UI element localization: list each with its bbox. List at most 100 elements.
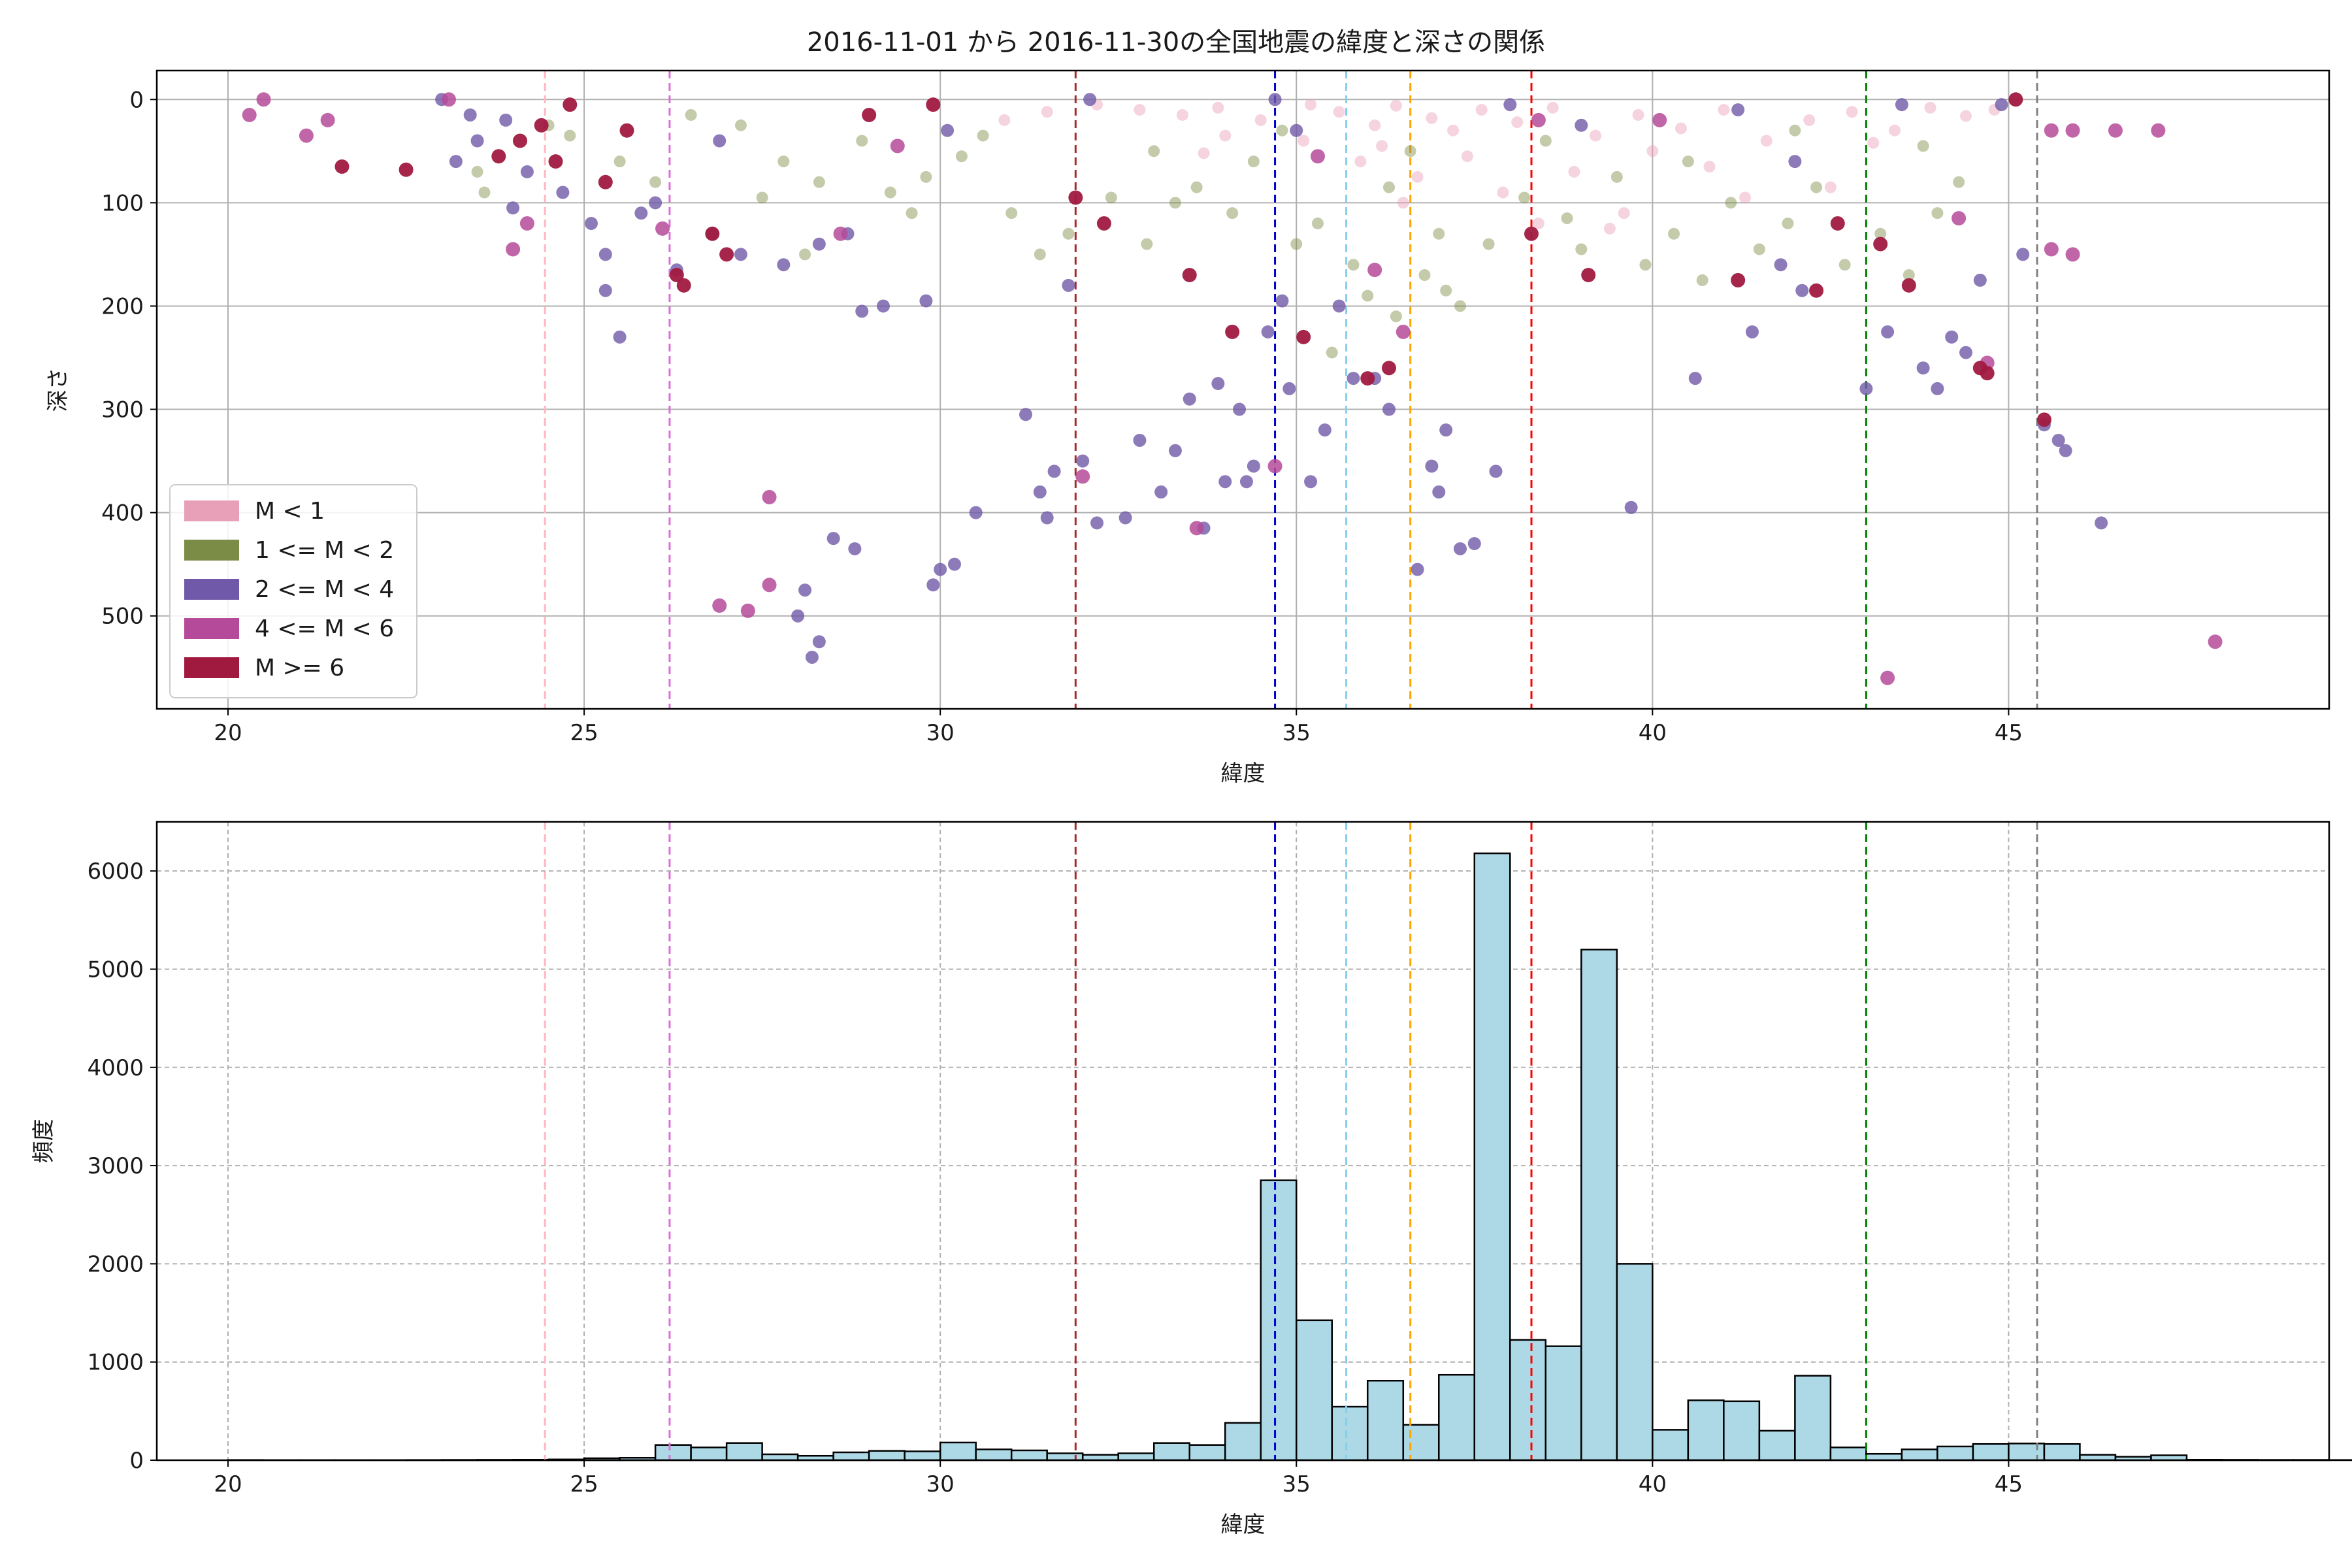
scatter-point <box>1745 325 1759 338</box>
scatter-point <box>1489 465 1503 478</box>
hist-bar <box>1794 1375 1832 1462</box>
scatter-point <box>1183 392 1196 406</box>
hist-y-tick-label: 0 <box>129 1448 144 1474</box>
scatter-point <box>1531 112 1546 127</box>
legend-label: 4 <= M < 6 <box>255 615 394 642</box>
scatter-point <box>1624 500 1638 514</box>
scatter-point <box>955 150 968 163</box>
hist-bar <box>1580 949 1618 1462</box>
scatter-point <box>1810 181 1823 193</box>
scatter-point <box>655 221 670 236</box>
scatter-point <box>713 134 727 148</box>
scatter-point <box>926 97 941 112</box>
scatter-point <box>1873 237 1888 252</box>
scatter-point <box>1433 227 1445 240</box>
scatter-point <box>1354 155 1367 168</box>
scatter-y-axis-label: 深さ <box>45 368 71 412</box>
scatter-point <box>598 284 612 297</box>
scatter-point <box>649 176 662 188</box>
scatter-point <box>478 186 491 199</box>
scatter-point <box>598 174 613 189</box>
scatter-point <box>520 165 534 178</box>
scatter-point <box>1439 423 1453 437</box>
hist-y-tick-label: 1000 <box>87 1350 144 1376</box>
scatter-point <box>1795 284 1809 297</box>
scatter-point <box>1362 289 1374 302</box>
scatter-point <box>2036 412 2051 427</box>
scatter-point <box>1261 325 1275 338</box>
scatter-point <box>1725 197 1737 209</box>
hist-x-tick-label: 40 <box>1639 1471 1667 1497</box>
scatter-point <box>1318 423 1331 437</box>
scatter-point <box>947 557 961 571</box>
scatter-point <box>890 139 905 154</box>
scatter-x-tick-label: 20 <box>214 720 242 746</box>
scatter-point <box>1639 259 1652 271</box>
scatter-point <box>1718 104 1730 116</box>
scatter-point <box>1952 211 1967 226</box>
hist-bar <box>1438 1373 1476 1462</box>
scatter-point <box>813 176 825 188</box>
scatter-point <box>1688 372 1702 385</box>
scatter-point <box>1119 511 1132 525</box>
scatter-x-tick-label: 45 <box>1995 720 2023 746</box>
scatter-point <box>1347 372 1360 385</box>
scatter-point <box>1347 259 1360 271</box>
hist-bar <box>939 1441 977 1462</box>
scatter-point <box>1226 207 1239 220</box>
scatter-y-tick-label: 100 <box>101 190 144 216</box>
scatter-x-tick-label: 25 <box>570 720 598 746</box>
scatter-point <box>1019 408 1032 421</box>
scatter-point <box>1931 382 1944 395</box>
scatter-point <box>1154 485 1168 499</box>
scatter-point <box>1310 149 1325 164</box>
scatter-point <box>1418 269 1431 282</box>
legend-swatch <box>184 540 239 561</box>
scatter-point <box>1040 511 1054 525</box>
scatter-point <box>1396 324 1411 339</box>
scatter-point <box>1033 485 1047 499</box>
scatter-point <box>1674 122 1687 135</box>
scatter-point <box>712 598 727 613</box>
hist-bar <box>832 1451 870 1462</box>
scatter-point <box>1995 98 2008 112</box>
scatter-point <box>1075 469 1090 484</box>
scatter-point <box>585 216 598 230</box>
scatter-point <box>1931 207 1944 220</box>
scatter-point <box>1390 99 1402 112</box>
scatter-point <box>1382 402 1396 416</box>
hist-x-tick-label: 35 <box>1282 1471 1311 1497</box>
hist-bar <box>1509 1339 1547 1462</box>
scatter-y-tick-label: 300 <box>101 397 144 423</box>
scatter-point <box>2108 123 2123 138</box>
scatter-point <box>1859 382 1873 395</box>
scatter-point <box>1041 106 1053 118</box>
hist-bar <box>1758 1429 1796 1462</box>
scatter-point <box>1247 459 1260 473</box>
scatter-point <box>2016 248 2030 261</box>
scatter-point <box>934 563 947 576</box>
scatter-point <box>1867 137 1880 149</box>
hist-bar <box>1046 1452 1084 1462</box>
scatter-point <box>506 201 520 215</box>
legend-label: 1 <= M < 2 <box>255 537 394 564</box>
scatter-point <box>1575 118 1588 132</box>
scatter-point <box>1532 217 1544 229</box>
scatter-point <box>1575 243 1588 255</box>
scatter-point <box>1211 377 1225 391</box>
scatter-point <box>1068 190 1083 205</box>
scatter-point <box>1168 444 1182 457</box>
hist-bar <box>1473 852 1511 1462</box>
scatter-y-tick-label: 500 <box>101 604 144 630</box>
hist-bar <box>1152 1442 1190 1462</box>
scatter-point <box>919 294 933 308</box>
scatter-point <box>1838 259 1851 271</box>
scatter-point <box>669 268 684 283</box>
scatter-point <box>1367 263 1382 278</box>
scatter-point <box>1830 216 1845 231</box>
scatter-point <box>634 206 648 220</box>
hist-x-tick-label: 25 <box>570 1471 598 1497</box>
scatter-point <box>619 123 634 138</box>
scatter-point <box>1610 171 1623 183</box>
scatter-point <box>1225 324 1240 339</box>
